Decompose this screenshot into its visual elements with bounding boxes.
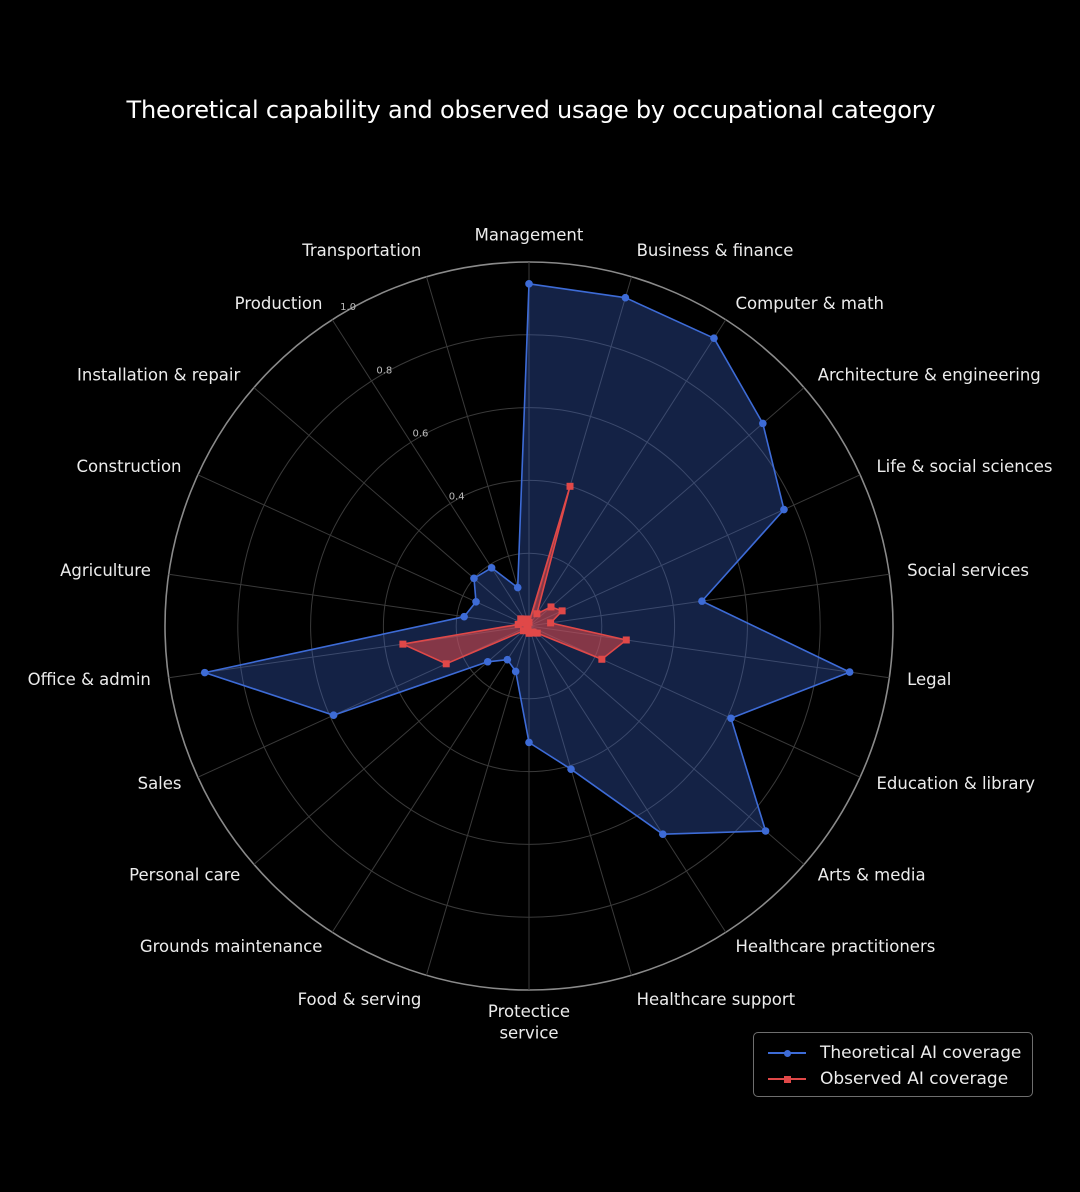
spoke-installation-and-repair — [253, 387, 530, 627]
data-point-observed-ai-coverage-arts-and-media — [533, 629, 541, 637]
category-label-legal: Legal — [907, 670, 951, 689]
radar-spokes — [168, 262, 890, 990]
data-point-observed-ai-coverage-installation-and-repair — [517, 615, 525, 623]
data-point-theoretical-ai-coverage-life-and-social-sciences — [780, 505, 788, 514]
spoke-production — [331, 319, 530, 627]
data-point-theoretical-ai-coverage-office-and-admin — [200, 668, 209, 677]
spoke-arts-and-media — [528, 625, 805, 865]
data-point-theoretical-ai-coverage-production — [487, 564, 496, 572]
data-point-observed-ai-coverage-architecture-and-engineering — [547, 603, 555, 611]
data-point-observed-ai-coverage-production — [523, 619, 531, 627]
spoke-food-and-serving — [425, 625, 530, 976]
category-label-computer-and-math: Computer & math — [736, 294, 885, 313]
category-label-protectice-service: Protectice service — [488, 1001, 570, 1041]
data-point-theoretical-ai-coverage-agriculture — [460, 612, 468, 621]
data-point-theoretical-ai-coverage-legal — [845, 668, 854, 676]
category-label-transportation: Transportation — [301, 241, 421, 260]
category-label-production: Production — [235, 294, 323, 313]
data-point-observed-ai-coverage-office-and-admin — [399, 640, 407, 648]
data-point-theoretical-ai-coverage-arts-and-media — [761, 827, 770, 835]
series-area-theoretical-ai-coverage — [203, 282, 851, 836]
category-label-personal-care: Personal care — [129, 866, 240, 885]
data-point-theoretical-ai-coverage-education-and-library — [727, 714, 735, 723]
data-point-theoretical-ai-coverage-protectice-service — [525, 738, 533, 747]
category-labels: Management Business & finance Computer & m… — [28, 226, 1053, 1042]
data-point-observed-ai-coverage-education-and-library — [598, 655, 606, 663]
legend-label-theoretical: Theoretical AI coverage — [820, 1043, 1022, 1063]
data-point-observed-ai-coverage-grounds-maintenance — [523, 625, 531, 633]
legend-item-observed: Observed AI coverage — [768, 1068, 1008, 1090]
data-point-theoretical-ai-coverage-social-services — [698, 597, 706, 605]
data-point-observed-ai-coverage-construction — [518, 619, 526, 627]
data-point-theoretical-ai-coverage-healthcare-practitioners — [659, 830, 667, 839]
spoke-healthcare-support — [528, 625, 633, 976]
spoke-grounds-maintenance — [331, 625, 530, 933]
legend-label-observed: Observed AI coverage — [820, 1069, 1009, 1089]
spoke-social-services — [528, 573, 890, 627]
data-point-theoretical-ai-coverage-construction — [472, 598, 480, 606]
series-observed-ai-coverage — [399, 482, 630, 668]
category-label-social-services: Social services — [907, 561, 1029, 580]
data-point-theoretical-ai-coverage-management — [525, 280, 533, 288]
legend: Theoretical AI coverage Observed AI cove… — [753, 1032, 1033, 1097]
category-label-agriculture: Agriculture — [60, 561, 151, 580]
category-label-healthcare-practitioners: Healthcare practitioners — [736, 937, 936, 956]
category-label-life-and-social-sciences: Life & social sciences — [876, 457, 1052, 476]
data-point-theoretical-ai-coverage-healthcare-support — [567, 765, 575, 773]
chart-title: Theoretical capability and observed usag… — [126, 96, 936, 124]
spoke-architecture-and-engineering — [528, 387, 805, 627]
spoke-computer-and-math — [528, 319, 727, 627]
spoke-healthcare-practitioners — [528, 625, 727, 933]
category-label-food-and-serving: Food & serving — [298, 990, 422, 1009]
spoke-personal-care — [253, 625, 530, 865]
data-point-theoretical-ai-coverage-sales — [329, 711, 338, 720]
spoke-agriculture — [168, 573, 530, 627]
category-label-office-and-admin: Office & admin — [28, 670, 151, 689]
legend-swatch-observed — [768, 1068, 806, 1090]
category-label-education-and-library: Education & library — [876, 774, 1035, 793]
data-point-observed-ai-coverage-protectice-service — [525, 629, 533, 637]
data-point-theoretical-ai-coverage-transportation — [513, 583, 522, 592]
data-point-theoretical-ai-coverage-personal-care — [483, 657, 492, 666]
category-label-management: Management — [475, 226, 584, 245]
tick-label-0-8: 0.8 — [376, 365, 392, 376]
data-point-observed-ai-coverage-transportation — [523, 615, 531, 623]
data-point-theoretical-ai-coverage-grounds-maintenance — [503, 655, 512, 664]
data-point-observed-ai-coverage-sales — [442, 660, 450, 668]
category-label-business-and-finance: Business & finance — [637, 241, 794, 260]
data-point-theoretical-ai-coverage-food-and-serving — [511, 667, 520, 676]
legend-item-theoretical: Theoretical AI coverage — [768, 1042, 1021, 1064]
spoke-life-and-social-sciences — [528, 474, 861, 627]
spoke-transportation — [425, 276, 530, 627]
data-point-observed-ai-coverage-social-services — [547, 619, 555, 627]
legend-swatch-theoretical — [768, 1042, 806, 1064]
data-point-observed-ai-coverage-business-and-finance — [566, 482, 574, 490]
tick-label-0-6: 0.6 — [413, 428, 429, 439]
category-label-arts-and-media: Arts & media — [818, 866, 926, 885]
tick-label-0-4: 0.4 — [449, 492, 465, 503]
category-label-sales: Sales — [138, 774, 182, 793]
series-theoretical-ai-coverage — [200, 280, 854, 839]
category-label-construction: Construction — [76, 457, 181, 476]
category-label-healthcare-support: Healthcare support — [637, 990, 796, 1009]
data-point-observed-ai-coverage-computer-and-math — [533, 610, 541, 618]
data-point-theoretical-ai-coverage-business-and-finance — [621, 293, 630, 302]
category-label-grounds-maintenance: Grounds maintenance — [140, 937, 323, 956]
series-layer — [200, 280, 854, 839]
data-point-observed-ai-coverage-life-and-social-sciences — [558, 607, 566, 615]
data-point-theoretical-ai-coverage-installation-and-repair — [470, 574, 478, 583]
radial-tick-labels: 0.4 0.6 0.8 1.0 — [340, 302, 464, 503]
data-point-observed-ai-coverage-personal-care — [519, 627, 527, 635]
category-label-installation-and-repair: Installation & repair — [77, 365, 240, 384]
category-label-architecture-and-engineering: Architecture & engineering — [818, 365, 1041, 384]
data-point-theoretical-ai-coverage-architecture-and-engineering — [759, 419, 767, 428]
data-point-theoretical-ai-coverage-computer-and-math — [710, 334, 718, 342]
tick-label-1-0: 1.0 — [340, 302, 356, 313]
data-point-observed-ai-coverage-agriculture — [514, 620, 522, 628]
data-point-observed-ai-coverage-legal — [622, 636, 630, 644]
